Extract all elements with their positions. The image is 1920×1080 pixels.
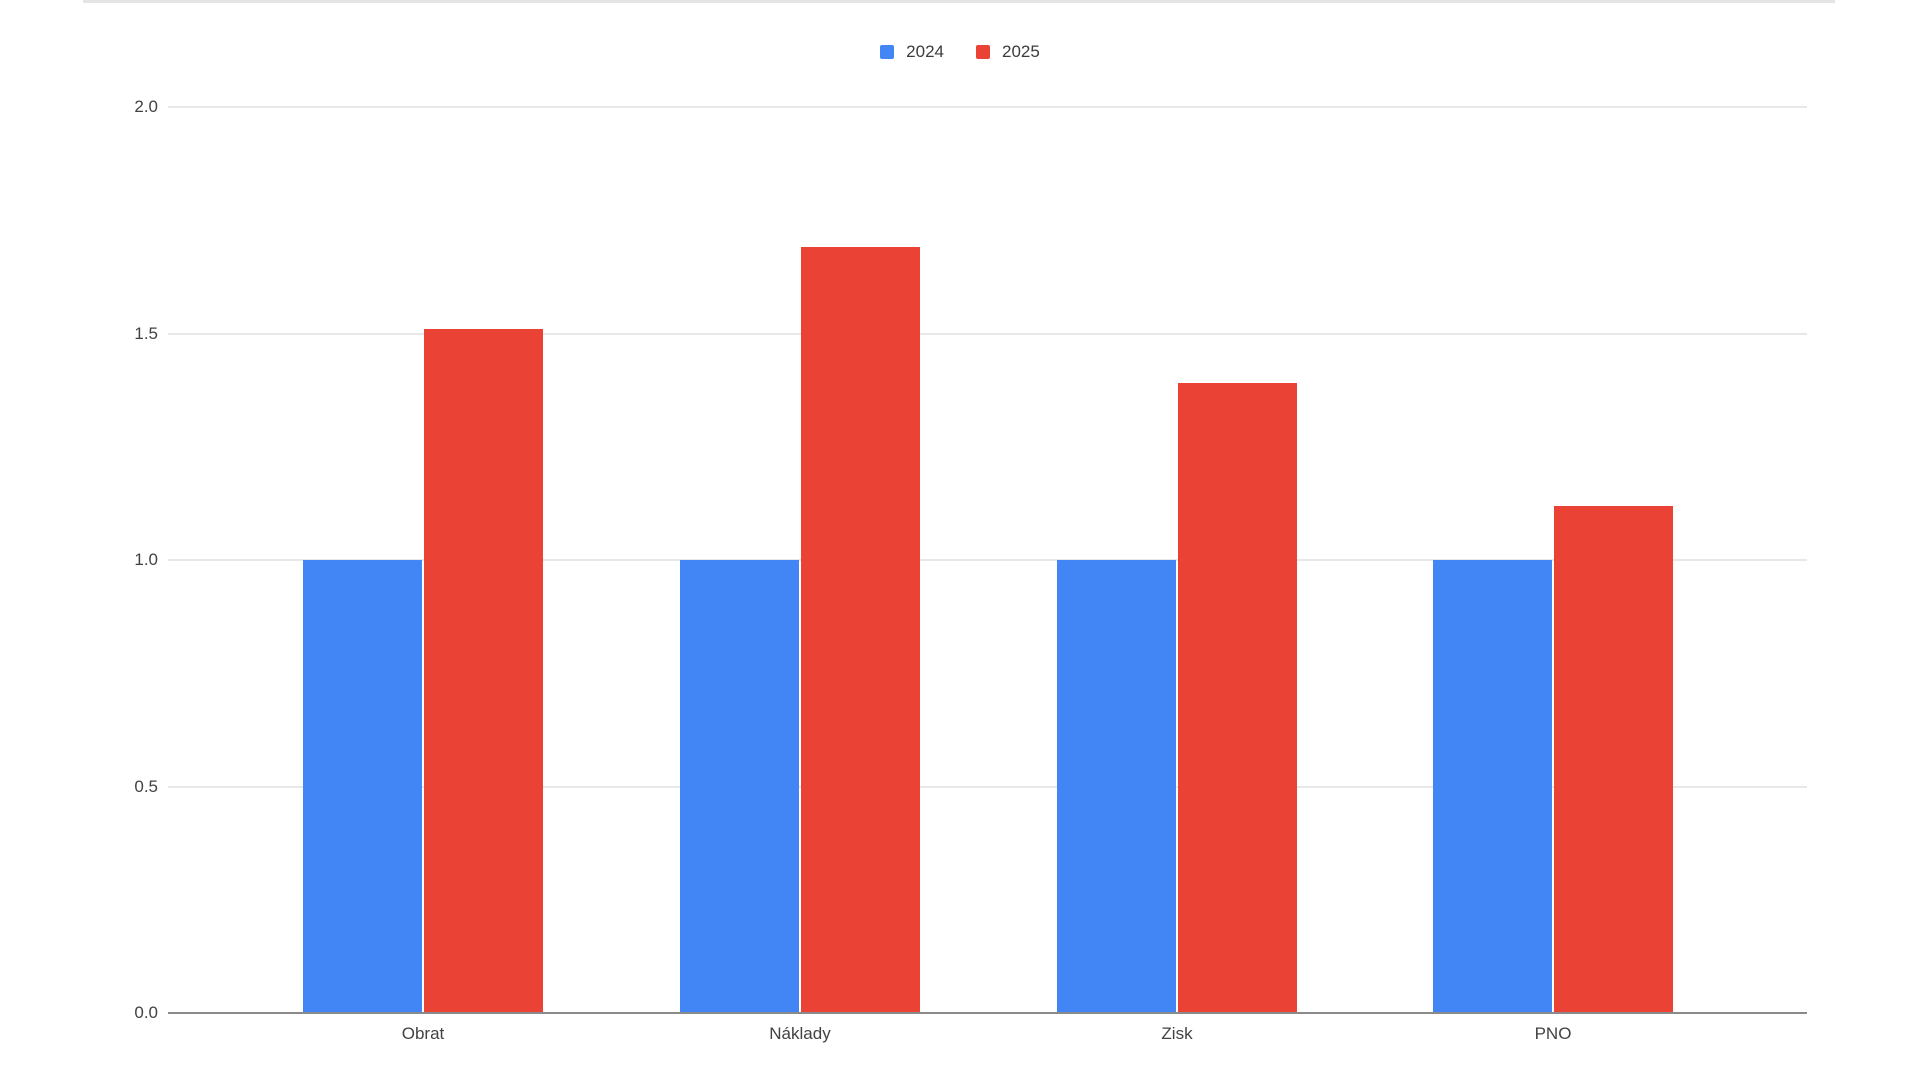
- legend-label: 2025: [1002, 42, 1040, 61]
- bar-2025-Náklady: [801, 247, 920, 1013]
- gridline-0.5: [168, 785, 1807, 788]
- gridline-2.0: [168, 106, 1807, 108]
- gridline-1.0: [168, 559, 1807, 561]
- legend-item-2024: 2024: [880, 42, 944, 62]
- bar-2024-Obrat: [303, 560, 422, 1013]
- legend-swatch-2024: [880, 45, 895, 59]
- x-axis-label: Náklady: [769, 1024, 831, 1043]
- y-axis-label: 0.5: [134, 776, 158, 796]
- bar-2025-PNO: [1554, 506, 1673, 1013]
- legend-swatch-2025: [976, 45, 990, 59]
- x-axis-label: PNO: [1534, 1024, 1572, 1043]
- x-axis-label: Zisk: [1161, 1024, 1193, 1043]
- legend-item-2025: 2025: [976, 42, 1040, 62]
- bar-2024-PNO: [1433, 560, 1552, 1013]
- y-axis-label: 2.0: [134, 97, 158, 116]
- bar-2024-Náklady: [680, 560, 799, 1013]
- y-axis-label: 1.0: [134, 550, 158, 569]
- y-axis-label: 1.5: [134, 323, 158, 343]
- x-axis-line: [168, 1012, 1807, 1014]
- bar-2025-Zisk: [1178, 383, 1297, 1013]
- y-axis-label: 0.0: [134, 1003, 158, 1022]
- bar-2024-Zisk: [1057, 560, 1176, 1013]
- chart-legend: 2024 2025: [0, 42, 1920, 62]
- legend-label: 2024: [906, 42, 944, 61]
- x-axis-label: Obrat: [401, 1024, 445, 1043]
- gridline-1.5: [168, 332, 1807, 335]
- top-divider: [83, 0, 1835, 3]
- bar-2025-Obrat: [424, 329, 543, 1013]
